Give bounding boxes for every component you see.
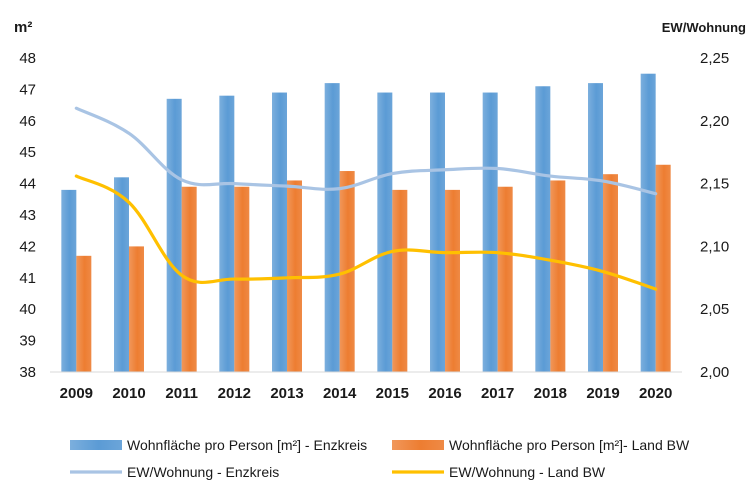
x-tick-label: 2018 [534, 385, 567, 402]
legend-swatch [392, 440, 444, 450]
bar-enzkreis-2016 [430, 92, 445, 372]
legend-item: EW/Wohnung - Land BW [392, 464, 606, 480]
y-axis-left: 38 39 40 41 42 43 44 45 46 47 48 [19, 50, 36, 381]
y-tick-left-label: 40 [19, 301, 36, 318]
x-tick-label: 2017 [481, 385, 514, 402]
y-axis-right: 2,00 2,05 2,10 2,15 2,20 2,25 [700, 50, 729, 381]
bar-enzkreis-2017 [482, 92, 498, 372]
y-tick-left-label: 43 [19, 207, 36, 224]
bar-enzkreis-2012 [219, 95, 235, 373]
y-tick-left-label: 46 [19, 113, 36, 130]
y-tick-left-label: 48 [19, 50, 36, 67]
y-tick-right-label: 2,00 [700, 364, 729, 381]
x-tick-label: 2010 [112, 385, 145, 402]
legend-label: Wohnfläche pro Person [m²]- Land BW [449, 437, 690, 453]
y-tick-left-label: 41 [19, 270, 36, 287]
bar-enzkreis-2013 [272, 92, 287, 372]
y-tick-left-label: 47 [19, 81, 36, 98]
line-ew-land-bw [74, 174, 658, 291]
bar-enzkreis-2010 [114, 177, 129, 372]
y-tick-right-label: 2,15 [700, 176, 729, 193]
legend-label: EW/Wohnung - Land BW [449, 464, 606, 480]
bar-land-bw-2010 [129, 246, 144, 372]
x-tick-label: 2019 [586, 385, 619, 402]
bar-enzkreis-2014 [324, 83, 340, 373]
bars [61, 73, 671, 373]
bar-land-bw-2018 [550, 180, 566, 372]
line-ew-enzkreis [74, 106, 658, 196]
y-tick-left-label: 39 [19, 333, 36, 350]
x-tick-label: 2013 [270, 385, 303, 402]
bar-land-bw-2020 [655, 164, 671, 372]
bar-land-bw-2009 [76, 255, 92, 372]
legend-item: Wohnfläche pro Person [m²]- Land BW [392, 437, 690, 453]
bar-enzkreis-2018 [535, 86, 551, 372]
y-tick-right-label: 2,20 [700, 113, 729, 130]
y-tick-left-label: 42 [19, 238, 36, 255]
bar-land-bw-2017 [497, 186, 513, 372]
legend-item: EW/Wohnung - Enzkreis [70, 464, 279, 480]
y-tick-right-label: 2,25 [700, 50, 729, 67]
legend: Wohnfläche pro Person [m²] - Enzkreis Woh… [70, 437, 690, 480]
bar-enzkreis-2020 [640, 73, 656, 372]
y-tick-right-label: 2,10 [700, 238, 729, 255]
y-axis-right-unit: EW/Wohnung [662, 20, 746, 35]
y-tick-right-label: 2,05 [700, 301, 729, 318]
bar-land-bw-2015 [392, 189, 408, 372]
bar-land-bw-2016 [445, 189, 460, 372]
legend-swatch [70, 440, 122, 450]
legend-label: EW/Wohnung - Enzkreis [127, 464, 279, 480]
bar-enzkreis-2009 [61, 189, 77, 372]
y-tick-left-label: 45 [19, 144, 36, 161]
x-tick-label: 2016 [428, 385, 461, 402]
bar-enzkreis-2015 [377, 92, 393, 372]
x-tick-label: 2014 [323, 385, 357, 402]
legend-item: Wohnfläche pro Person [m²] - Enzkreis [70, 437, 367, 453]
y-tick-left-label: 38 [19, 364, 36, 381]
x-tick-label: 2009 [60, 385, 93, 402]
y-axis-left-unit: m² [14, 19, 32, 36]
x-tick-label: 2020 [639, 385, 672, 402]
lines [74, 106, 658, 291]
legend-label: Wohnfläche pro Person [m²] - Enzkreis [127, 437, 367, 453]
bar-enzkreis-2019 [588, 83, 603, 373]
bar-enzkreis-2011 [166, 98, 182, 372]
x-tick-label: 2015 [376, 385, 409, 402]
x-tick-label: 2012 [218, 385, 251, 402]
x-tick-label: 2011 [165, 385, 198, 402]
y-tick-left-label: 44 [19, 176, 36, 193]
x-axis: 2009 2010 2011 2012 2013 2014 2015 2016 2017 2018… [60, 385, 673, 402]
